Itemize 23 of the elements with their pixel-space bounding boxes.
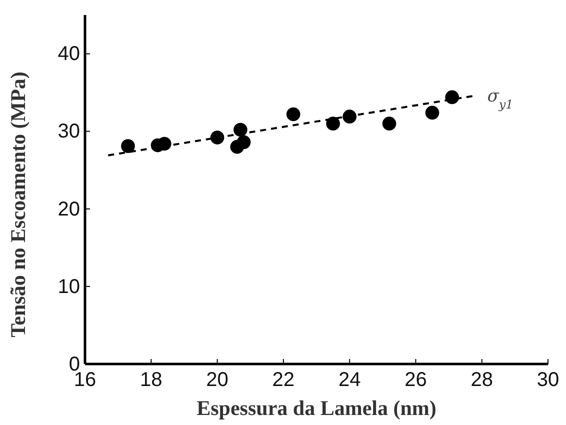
x-tick-label: 24 — [338, 369, 361, 392]
annotation: σ$_{y1}$ — [487, 86, 514, 112]
point — [236, 135, 251, 150]
y-tick-label: 10 — [58, 276, 80, 298]
y-tick-label: 30 — [58, 120, 80, 143]
x-tick-label: 28 — [470, 369, 493, 392]
y-tick-label: 20 — [58, 198, 80, 220]
x-tick-label: 30 — [536, 369, 560, 392]
x-tick-label: 22 — [272, 369, 295, 392]
y-tick-label: 40 — [58, 43, 80, 66]
x-axis-title: Espessura da Lamela (nm) — [196, 396, 436, 420]
point — [210, 130, 224, 144]
point — [286, 107, 300, 122]
point — [326, 116, 340, 130]
point — [234, 122, 248, 137]
point — [121, 139, 135, 153]
point — [342, 110, 356, 124]
x-tick-label: 20 — [206, 369, 228, 392]
x-tick-label: 18 — [140, 369, 162, 392]
x-tick-label: 26 — [404, 369, 427, 392]
y-axis-title: Tensão no Escoamento (MPa) — [6, 72, 30, 338]
point — [425, 106, 440, 120]
point — [382, 116, 396, 130]
